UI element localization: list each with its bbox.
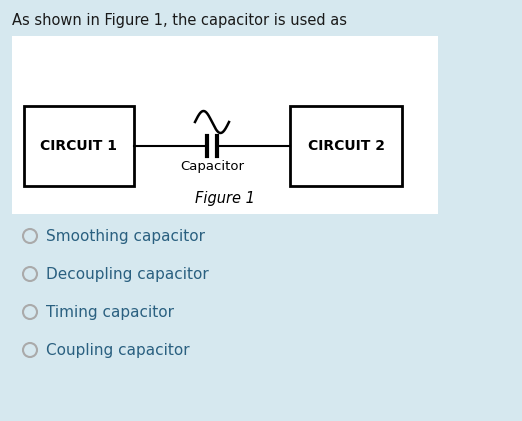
Text: As shown in Figure 1, the capacitor is used as: As shown in Figure 1, the capacitor is u… <box>12 13 347 28</box>
Text: Timing capacitor: Timing capacitor <box>46 304 174 320</box>
Bar <box>12 36 438 214</box>
Text: Decoupling capacitor: Decoupling capacitor <box>46 266 209 282</box>
Text: CIRCUIT 1: CIRCUIT 1 <box>41 139 117 153</box>
Circle shape <box>23 267 37 281</box>
Text: CIRCUIT 2: CIRCUIT 2 <box>307 139 385 153</box>
Bar <box>24 106 134 186</box>
Text: Figure 1: Figure 1 <box>195 191 255 206</box>
Circle shape <box>23 305 37 319</box>
Circle shape <box>23 343 37 357</box>
Bar <box>290 106 402 186</box>
Text: Smoothing capacitor: Smoothing capacitor <box>46 229 205 243</box>
Text: Coupling capacitor: Coupling capacitor <box>46 343 189 357</box>
Circle shape <box>23 229 37 243</box>
Text: Capacitor: Capacitor <box>180 160 244 173</box>
